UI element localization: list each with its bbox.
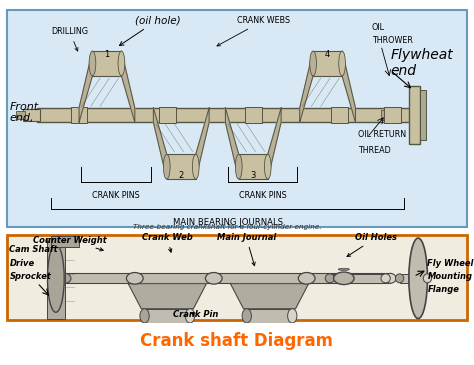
- Text: 1: 1: [104, 50, 109, 59]
- Text: 2: 2: [179, 171, 184, 180]
- Text: Crank shaft Diagram: Crank shaft Diagram: [140, 332, 334, 350]
- Bar: [46, 238, 65, 319]
- Bar: [92, 51, 121, 76]
- Ellipse shape: [89, 51, 96, 76]
- Circle shape: [338, 268, 349, 270]
- Bar: [65, 273, 390, 283]
- Text: OIL: OIL: [372, 23, 385, 32]
- Bar: [51, 236, 79, 247]
- Ellipse shape: [264, 154, 271, 179]
- Bar: [145, 309, 190, 323]
- FancyBboxPatch shape: [7, 9, 467, 227]
- Polygon shape: [79, 51, 92, 122]
- Ellipse shape: [185, 309, 195, 323]
- Polygon shape: [154, 108, 167, 179]
- Text: MAIN BEARING JOURNALS: MAIN BEARING JOURNALS: [173, 218, 283, 227]
- Ellipse shape: [242, 309, 251, 323]
- Polygon shape: [121, 51, 135, 122]
- Text: Flywheat
end: Flywheat end: [390, 48, 453, 78]
- Text: Oil Holes: Oil Holes: [347, 233, 397, 257]
- Text: Front
end,: Front end,: [9, 101, 38, 123]
- Text: 4: 4: [325, 50, 330, 59]
- Text: (oil hole): (oil hole): [119, 15, 181, 46]
- Polygon shape: [268, 108, 281, 179]
- Ellipse shape: [384, 273, 396, 283]
- Ellipse shape: [409, 238, 428, 319]
- Ellipse shape: [339, 51, 346, 76]
- Bar: [71, 107, 87, 123]
- Text: THREAD: THREAD: [358, 146, 391, 155]
- Polygon shape: [128, 284, 206, 309]
- Polygon shape: [342, 51, 356, 122]
- Text: Three-bearing crankshaft for a four-cylinder engine.: Three-bearing crankshaft for a four-cyli…: [133, 223, 322, 230]
- Ellipse shape: [395, 274, 404, 283]
- Ellipse shape: [59, 273, 71, 283]
- Text: CRANK WEBS: CRANK WEBS: [217, 16, 290, 46]
- Ellipse shape: [298, 273, 315, 284]
- Text: CRANK PINS: CRANK PINS: [239, 191, 286, 200]
- Ellipse shape: [423, 274, 432, 283]
- Bar: [420, 91, 426, 140]
- Text: OIL RETURN: OIL RETURN: [358, 131, 406, 139]
- Bar: [400, 274, 428, 283]
- FancyBboxPatch shape: [7, 235, 467, 320]
- Ellipse shape: [310, 51, 317, 76]
- Polygon shape: [230, 284, 309, 309]
- Bar: [245, 107, 262, 123]
- Bar: [167, 154, 196, 179]
- Ellipse shape: [140, 309, 149, 323]
- Ellipse shape: [164, 154, 170, 179]
- Polygon shape: [196, 108, 209, 179]
- Ellipse shape: [192, 154, 199, 179]
- Text: Drive: Drive: [9, 259, 35, 268]
- Text: Crank Web: Crank Web: [142, 233, 193, 252]
- Text: DRILLING: DRILLING: [51, 27, 88, 51]
- Ellipse shape: [47, 244, 64, 312]
- Ellipse shape: [381, 274, 390, 283]
- Bar: [37, 108, 418, 122]
- Text: Mounting: Mounting: [428, 272, 473, 281]
- Bar: [409, 86, 420, 144]
- Text: Counter Weight: Counter Weight: [33, 235, 106, 251]
- Text: Crank Pin: Crank Pin: [173, 311, 218, 319]
- Ellipse shape: [236, 154, 242, 179]
- Text: 3: 3: [251, 171, 256, 180]
- Text: Flange: Flange: [428, 285, 459, 295]
- Bar: [313, 51, 342, 76]
- Bar: [330, 274, 386, 283]
- Ellipse shape: [127, 273, 143, 284]
- Text: THROWER: THROWER: [372, 36, 412, 45]
- Bar: [384, 107, 401, 123]
- Bar: [16, 111, 25, 119]
- Ellipse shape: [118, 51, 125, 76]
- Bar: [159, 107, 176, 123]
- Bar: [23, 109, 40, 121]
- Bar: [381, 110, 390, 120]
- Text: CRANK PINS: CRANK PINS: [92, 191, 140, 200]
- Text: Cam Shaft: Cam Shaft: [9, 245, 58, 254]
- Polygon shape: [226, 108, 239, 179]
- Text: Fly Wheel: Fly Wheel: [428, 259, 474, 268]
- Bar: [247, 309, 292, 323]
- Bar: [239, 154, 268, 179]
- Text: Sprocket: Sprocket: [9, 272, 51, 281]
- Ellipse shape: [205, 273, 222, 284]
- Bar: [331, 107, 347, 123]
- Polygon shape: [300, 51, 313, 122]
- Text: Main Journal: Main Journal: [217, 233, 276, 266]
- Ellipse shape: [334, 272, 354, 285]
- Ellipse shape: [288, 309, 297, 323]
- Ellipse shape: [325, 274, 335, 283]
